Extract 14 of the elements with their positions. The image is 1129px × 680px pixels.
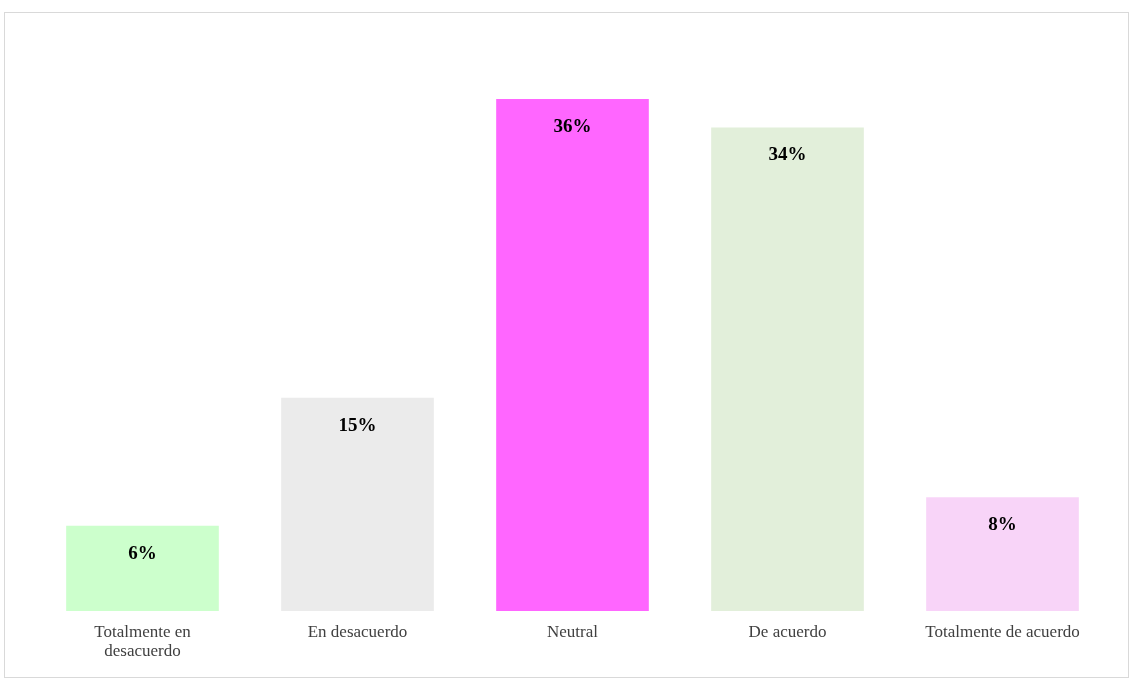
data-label: 36% xyxy=(553,115,592,136)
x-tick-label: Totalmente de acuerdo xyxy=(925,621,1080,641)
x-tick-label: Neutral xyxy=(547,621,599,641)
x-tick-label: Totalmente en desacuerdo xyxy=(94,621,192,660)
data-label: 8% xyxy=(988,513,1017,535)
data-label: 6% xyxy=(128,541,157,563)
data-label: 15% xyxy=(338,413,377,435)
bar xyxy=(711,127,864,611)
bar xyxy=(496,99,649,611)
x-tick-label: En desacuerdo xyxy=(307,621,408,641)
bar xyxy=(926,497,1079,611)
data-label: 34% xyxy=(768,143,807,165)
x-tick-label: De acuerdo xyxy=(748,621,827,641)
bar xyxy=(66,525,219,611)
